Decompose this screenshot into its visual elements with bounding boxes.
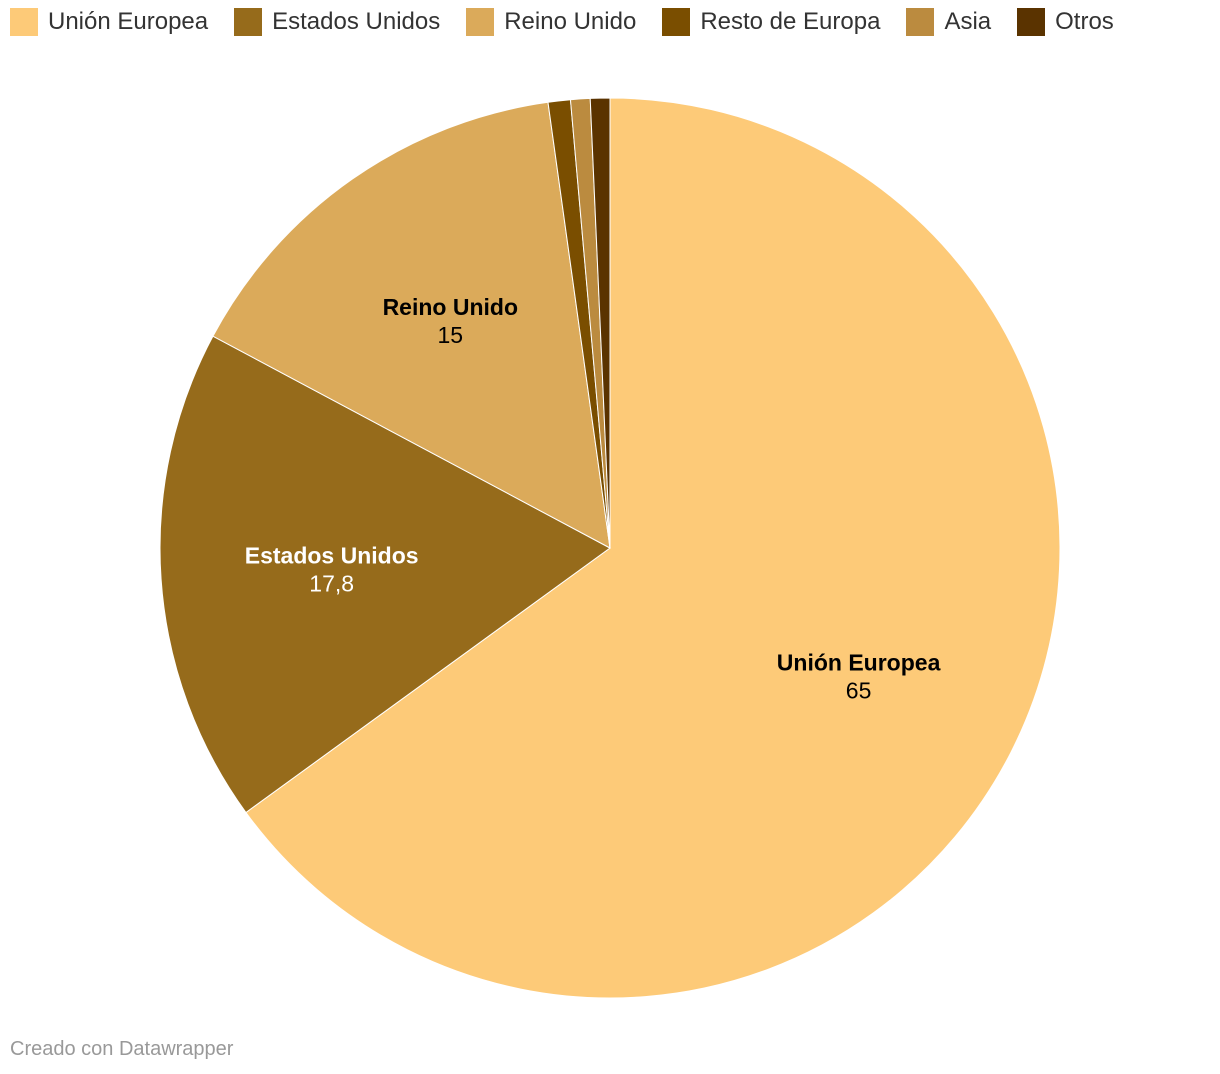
slice-label-value: 17,8	[309, 570, 354, 596]
legend-item-asia: Asia	[906, 8, 991, 36]
credit-text: Creado con Datawrapper	[10, 1038, 234, 1060]
pie-slices	[159, 97, 1061, 999]
slice-label-name: Reino Unido	[383, 294, 518, 320]
slice-label-name: Estados Unidos	[245, 542, 419, 568]
legend-swatch	[10, 8, 38, 36]
legend-item-union-europea: Unión Europea	[10, 8, 208, 36]
legend-label: Resto de Europa	[700, 8, 881, 35]
chart-legend: Unión Europea Estados Unidos Reino Unido…	[10, 8, 1140, 36]
pie-slice-otros	[589, 97, 611, 549]
slice-label-name: Unión Europea	[777, 650, 941, 676]
legend-item-resto-de-europa: Resto de Europa	[662, 8, 880, 36]
legend-item-estados-unidos: Estados Unidos	[234, 8, 440, 36]
legend-swatch	[1017, 8, 1046, 36]
legend-swatch	[234, 8, 263, 36]
legend-label: Asia	[944, 8, 992, 35]
pie-slice-union-europea	[245, 97, 1061, 999]
legend-label: Unión Europea	[48, 8, 209, 35]
pie-slice-estados-unidos	[159, 335, 611, 814]
slice-label-value: 15	[437, 322, 463, 348]
legend-swatch	[906, 8, 935, 36]
legend-label: Reino Unido	[504, 8, 637, 35]
legend-swatch	[466, 8, 495, 36]
legend-item-reino-unido: Reino Unido	[466, 8, 636, 36]
legend-label: Estados Unidos	[272, 8, 441, 35]
legend-item-otros: Otros	[1017, 8, 1114, 36]
slice-label-value: 65	[846, 678, 872, 704]
legend-swatch	[662, 8, 691, 36]
legend-label: Otros	[1055, 8, 1114, 35]
pie-slice-reino-unido	[212, 101, 611, 549]
